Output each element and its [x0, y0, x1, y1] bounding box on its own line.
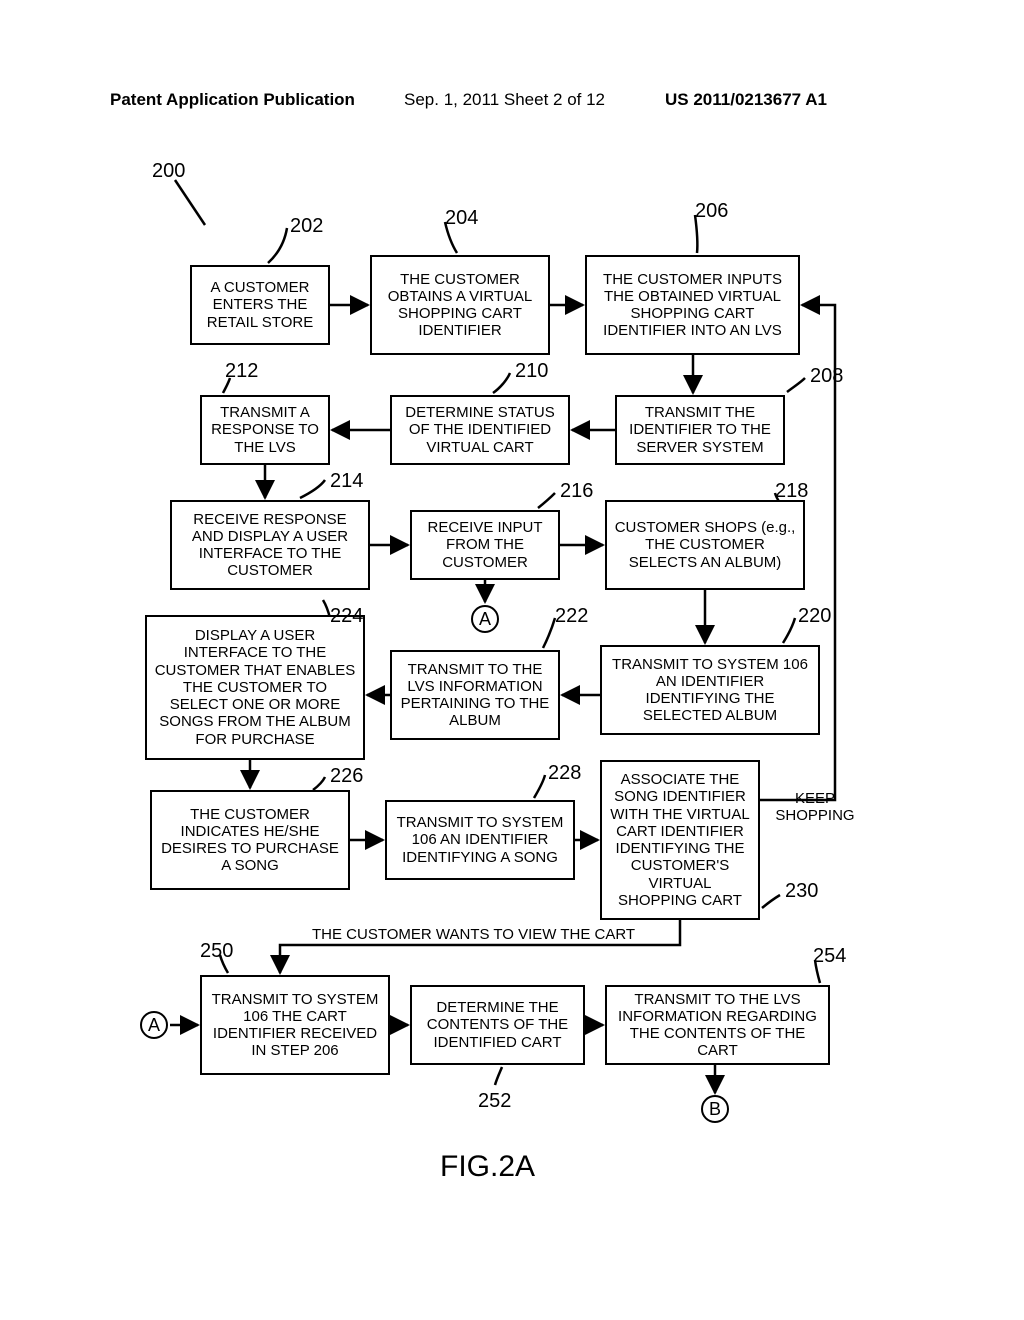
ref-220: 220 [798, 605, 831, 628]
ref-214: 214 [330, 470, 363, 493]
ref-226: 226 [330, 765, 363, 788]
box-228: TRANSMIT TO SYSTEM 106 AN IDENTIFIER IDE… [385, 800, 575, 880]
box-204: THE CUSTOMER OBTAINS A VIRTUAL SHOPPING … [370, 255, 550, 355]
box-254: TRANSMIT TO THE LVS INFORMATION REGARDIN… [605, 985, 830, 1065]
connector-b: B [701, 1095, 729, 1123]
ref-206: 206 [695, 200, 728, 223]
ref-218: 218 [775, 480, 808, 503]
ref-228: 228 [548, 762, 581, 785]
box-210: DETERMINE STATUS OF THE IDENTIFIED VIRTU… [390, 395, 570, 465]
ref-252: 252 [478, 1090, 511, 1113]
ref-204: 204 [445, 207, 478, 230]
ref-210: 210 [515, 360, 548, 383]
box-206: THE CUSTOMER INPUTS THE OBTAINED VIRTUAL… [585, 255, 800, 355]
ref-254: 254 [813, 945, 846, 968]
ref-230: 230 [785, 880, 818, 903]
header-right: US 2011/0213677 A1 [665, 90, 827, 110]
box-222: TRANSMIT TO THE LVS INFORMATION PERTAINI… [390, 650, 560, 740]
ref-216: 216 [560, 480, 593, 503]
box-202: A CUSTOMER ENTERS THE RETAIL STORE [190, 265, 330, 345]
figure-label: FIG.2A [440, 1150, 535, 1184]
header-center: Sep. 1, 2011 Sheet 2 of 12 [404, 90, 605, 110]
ref-250: 250 [200, 940, 233, 963]
box-214: RECEIVE RESPONSE AND DISPLAY A USER INTE… [170, 500, 370, 590]
header-left: Patent Application Publication [110, 90, 355, 110]
ref-224: 224 [330, 605, 363, 628]
ref-200: 200 [152, 160, 185, 183]
ref-222: 222 [555, 605, 588, 628]
box-212: TRANSMIT A RESPONSE TO THE LVS [200, 395, 330, 465]
box-208: TRANSMIT THE IDENTIFIER TO THE SERVER SY… [615, 395, 785, 465]
box-216: RECEIVE INPUT FROM THE CUSTOMER [410, 510, 560, 580]
label-view-cart: THE CUSTOMER WANTS TO VIEW THE CART [312, 926, 672, 943]
label-keep-shopping: KEEP SHOPPING [770, 790, 860, 825]
box-224: DISPLAY A USER INTERFACE TO THE CUSTOMER… [145, 615, 365, 760]
box-230: ASSOCIATE THE SONG IDENTIFIER WITH THE V… [600, 760, 760, 920]
ref-208: 208 [810, 365, 843, 388]
ref-202: 202 [290, 215, 323, 238]
connector-a-top: A [471, 605, 499, 633]
box-220: TRANSMIT TO SYSTEM 106 AN IDENTIFIER IDE… [600, 645, 820, 735]
box-252: DETERMINE THE CONTENTS OF THE IDENTIFIED… [410, 985, 585, 1065]
connector-a-left: A [140, 1011, 168, 1039]
box-226: THE CUSTOMER INDICATES HE/SHE DESIRES TO… [150, 790, 350, 890]
ref-212: 212 [225, 360, 258, 383]
box-218: CUSTOMER SHOPS (e.g., THE CUSTOMER SELEC… [605, 500, 805, 590]
box-250: TRANSMIT TO SYSTEM 106 THE CART IDENTIFI… [200, 975, 390, 1075]
